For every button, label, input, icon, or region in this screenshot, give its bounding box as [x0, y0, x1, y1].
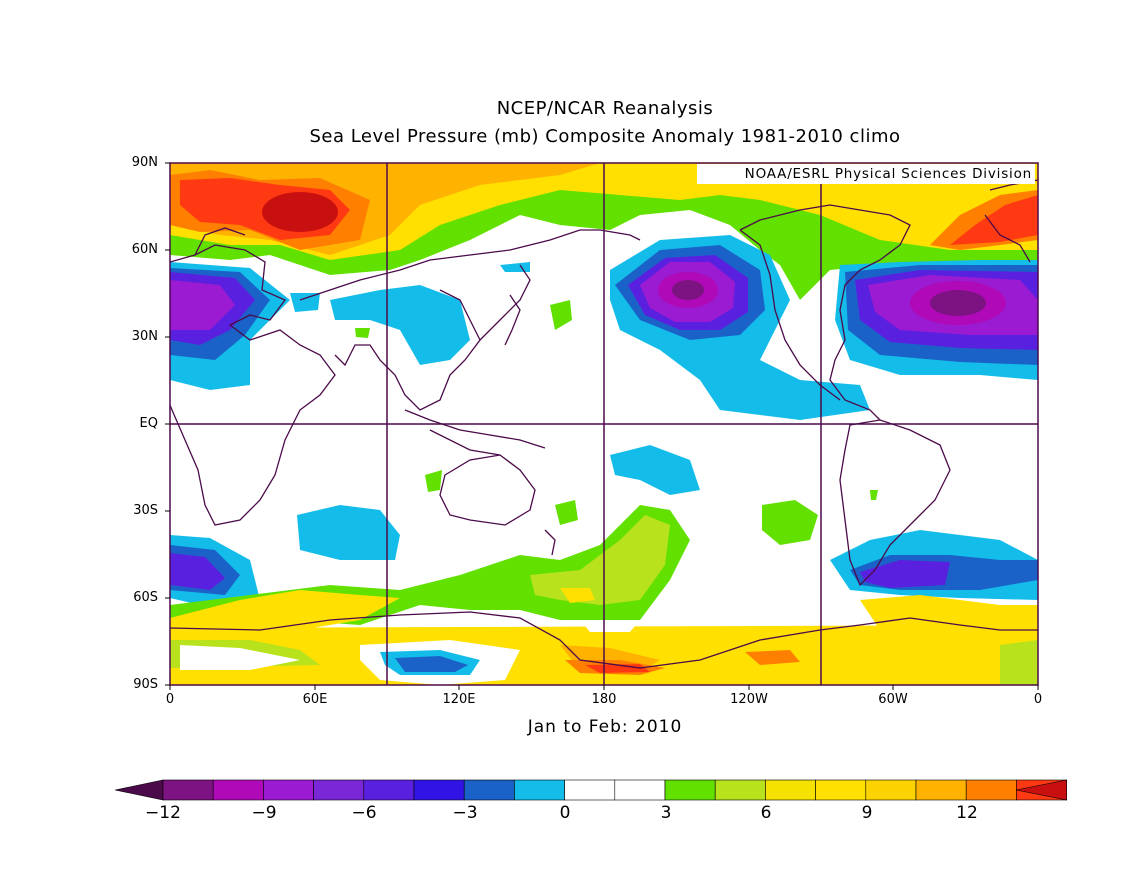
colorbar-segment — [965, 779, 1017, 801]
y-tick-label: 60S — [133, 590, 158, 605]
colorbar-segment — [363, 779, 415, 801]
colorbar-label: −9 — [251, 803, 277, 823]
credit-label: NOAA/ESRL Physical Sciences Division — [697, 164, 1035, 184]
chart-title: NCEP/NCAR Reanalysis — [496, 98, 714, 119]
y-tick-label: 30N — [131, 329, 158, 344]
axis-ticks — [165, 162, 1039, 690]
colorbar-segment — [815, 779, 867, 801]
colorbar-segment — [463, 779, 515, 801]
colorbar-segment — [865, 779, 917, 801]
colorbar-segment — [915, 779, 967, 801]
colorbar-label: −3 — [452, 803, 478, 823]
colorbar-segment — [714, 779, 766, 801]
y-tick-label: EQ — [139, 416, 158, 431]
colorbar-segment — [614, 779, 666, 801]
y-tick-label: 30S — [133, 503, 158, 518]
y-tick-label: 60N — [131, 242, 158, 257]
colorbar-segment — [413, 779, 465, 801]
colorbar-segment — [212, 779, 264, 801]
x-tick-label: 120E — [442, 692, 476, 707]
colorbar-label: 12 — [956, 803, 978, 823]
x-tick-label: 180 — [591, 692, 617, 707]
x-tick-label: 120W — [730, 692, 768, 707]
colorbar-segment — [514, 779, 565, 801]
y-tick-label: 90S — [133, 677, 158, 692]
colorbar-arrow-left — [114, 779, 164, 801]
colorbar-segment — [765, 779, 816, 801]
x-tick-label: 0 — [165, 692, 175, 707]
colorbar-label: 9 — [861, 803, 873, 823]
coastlines — [170, 179, 1038, 669]
x-tick-label: 0 — [1033, 692, 1043, 707]
colorbar-label: 3 — [660, 803, 672, 823]
colorbar-segment — [564, 779, 616, 801]
colorbar-segment — [664, 779, 716, 801]
y-tick-label: 90N — [131, 155, 158, 170]
colorbar-label: −6 — [351, 803, 377, 823]
colorbar-label: −12 — [145, 803, 181, 823]
gridlines — [170, 163, 1038, 685]
colorbar-segment — [263, 779, 314, 801]
period-label: Jan to Feb: 2010 — [527, 717, 683, 737]
x-tick-label: 60E — [302, 692, 328, 707]
colorbar-arrow-right — [1015, 779, 1067, 801]
colorbar-label: 0 — [559, 803, 571, 823]
colorbar-label: 6 — [760, 803, 772, 823]
colorbar-segment — [313, 779, 365, 801]
colorbar-segment — [162, 779, 214, 801]
chart-subtitle: Sea Level Pressure (mb) Composite Anomal… — [309, 126, 901, 147]
colorbar — [114, 779, 1067, 801]
x-tick-label: 60W — [878, 692, 908, 707]
